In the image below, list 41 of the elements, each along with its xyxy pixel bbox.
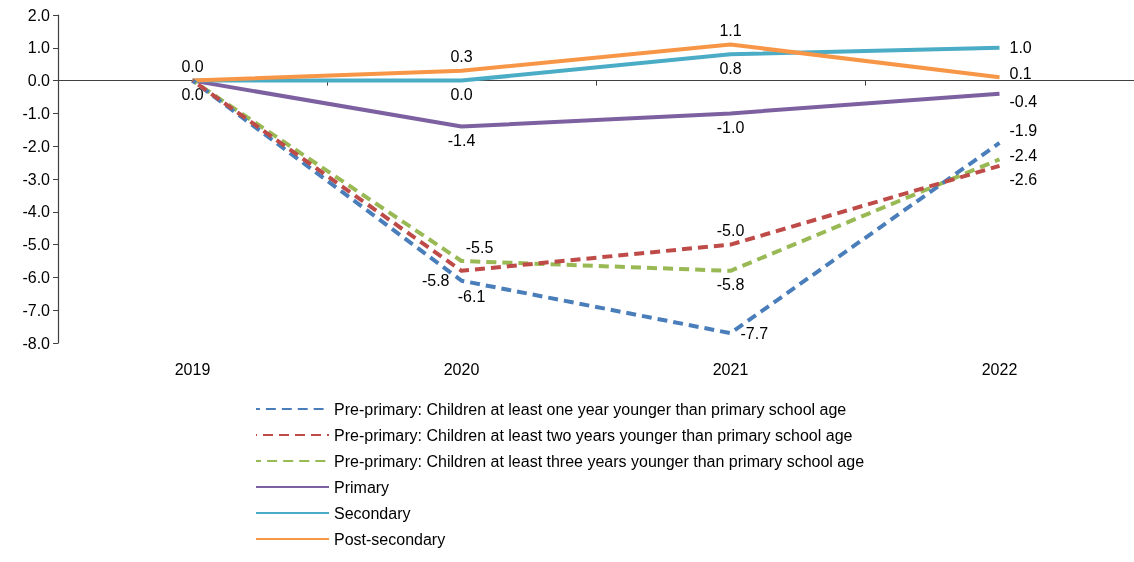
data-label: -1.4	[447, 132, 476, 150]
legend-label: Pre-primary: Children at least two years younger than primary school age	[334, 426, 853, 444]
data-label: 0.0	[450, 86, 473, 104]
data-label: -0.4	[1009, 93, 1038, 111]
data-label: -5.8	[421, 272, 450, 290]
y-tick-label: -2.0	[22, 137, 51, 155]
y-tick-label: -3.0	[22, 170, 51, 188]
data-label: -1.0	[716, 118, 745, 136]
data-label: -7.7	[740, 324, 769, 342]
data-label: -5.5	[465, 238, 494, 256]
y-tick-label: -1.0	[22, 104, 51, 122]
data-label: -1.9	[1009, 122, 1038, 140]
data-label: 1.1	[719, 22, 742, 40]
y-tick-label: 1.0	[27, 39, 51, 57]
legend-label: Primary	[334, 478, 390, 496]
legend-label: Secondary	[334, 504, 411, 522]
data-label: -5.0	[716, 222, 745, 240]
data-label: 0.0	[181, 86, 204, 104]
y-tick-label: 0.0	[27, 72, 51, 90]
legend-label: Pre-primary: Children at least three years younger than primary school age	[334, 452, 865, 470]
data-label: 1.0	[1009, 39, 1032, 57]
y-tick-label: -6.0	[22, 268, 51, 286]
y-tick-label: 2.0	[27, 6, 51, 24]
data-label: 0.8	[719, 59, 742, 77]
legend-label: Pre-primary: Children at least one year younger than primary school age	[334, 400, 847, 418]
x-tick-label: 2021	[712, 360, 749, 378]
data-label: 0.1	[1009, 64, 1032, 82]
data-label: 0.0	[181, 58, 204, 76]
legend-label: Post-secondary	[334, 530, 446, 548]
data-label: -2.6	[1009, 171, 1038, 189]
x-tick-label: 2020	[443, 360, 480, 378]
y-tick-label: -4.0	[22, 203, 51, 221]
data-label: 0.3	[450, 48, 473, 66]
x-tick-label: 2019	[174, 360, 211, 378]
y-tick-label: -5.0	[22, 236, 51, 254]
data-label: -2.4	[1009, 146, 1038, 164]
y-tick-label: -8.0	[22, 334, 51, 352]
y-tick-label: -7.0	[22, 301, 51, 319]
x-tick-label: 2022	[981, 360, 1018, 378]
data-label: -6.1	[457, 288, 486, 306]
data-label: -5.8	[716, 276, 745, 294]
